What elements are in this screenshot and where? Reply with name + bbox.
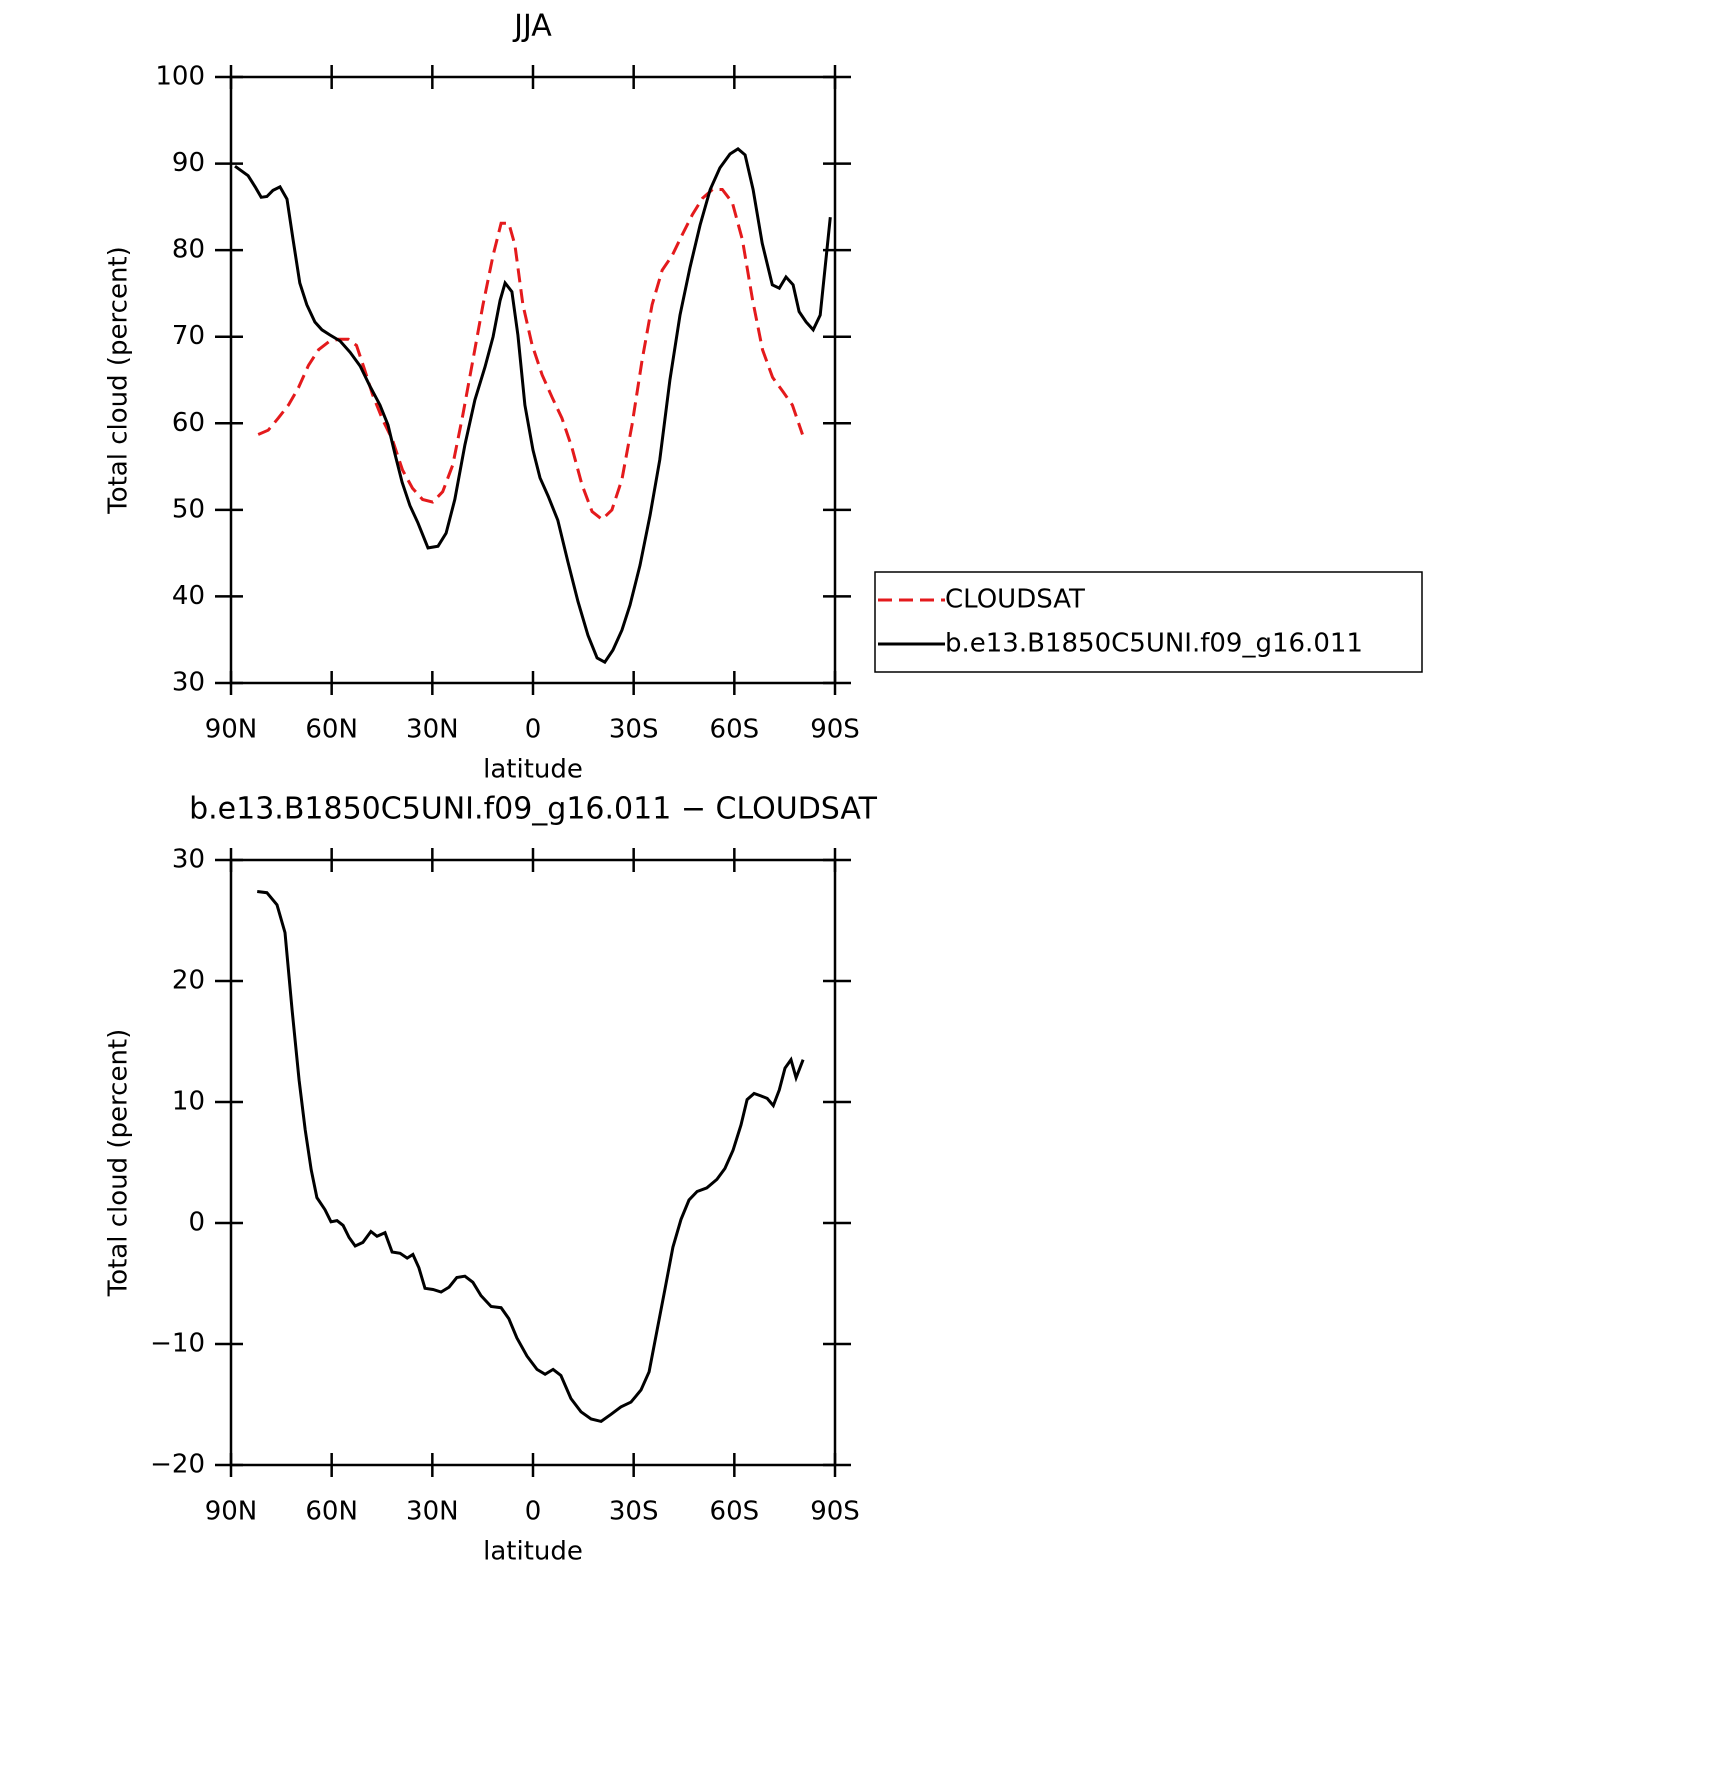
y-tick-label: −10: [150, 1329, 205, 1359]
y-tick-label: 30: [172, 668, 205, 698]
x-tick-label: 90S: [810, 715, 860, 745]
x-tick-label: 0: [525, 715, 542, 745]
x-tick-label: 60N: [305, 715, 358, 745]
x-tick-label: 90N: [205, 1497, 258, 1527]
x-tick-label: 30N: [406, 715, 459, 745]
plot-frame: [229, 858, 837, 1467]
y-tick-label: 30: [172, 845, 205, 875]
y-tick-label: 20: [172, 966, 205, 996]
y-tick-label: −20: [150, 1450, 205, 1480]
x-tick-label: 60S: [710, 715, 760, 745]
x-tick-label: 60S: [710, 1497, 760, 1527]
y-axis-label: Total cloud (percent): [104, 246, 134, 515]
plot-frame: [229, 75, 837, 685]
y-tick-label: 40: [172, 581, 205, 611]
x-axis-label: latitude: [483, 755, 583, 785]
x-tick-label: 30N: [406, 1497, 459, 1527]
y-tick-label: 60: [172, 408, 205, 438]
legend-label: CLOUDSAT: [945, 585, 1085, 615]
legend-label: b.e13.B1850C5UNI.f09_g16.011: [945, 629, 1363, 659]
chart-title: b.e13.B1850C5UNI.f09_g16.011 − CLOUDSAT: [189, 792, 878, 827]
x-tick-label: 30S: [609, 715, 659, 745]
x-tick-label: 60N: [305, 1497, 358, 1527]
x-tick-label: 90N: [205, 715, 258, 745]
y-tick-label: 50: [172, 494, 205, 524]
y-tick-label: 0: [188, 1208, 205, 1238]
x-tick-label: 30S: [609, 1497, 659, 1527]
series-line: [257, 890, 805, 1424]
series-line: [257, 188, 804, 522]
chart-title: JJA: [512, 9, 552, 44]
y-tick-label: 80: [172, 235, 205, 265]
x-axis-label: latitude: [483, 1537, 583, 1567]
y-tick-label: 70: [172, 321, 205, 351]
y-tick-label: 100: [155, 62, 205, 92]
x-tick-label: 90S: [810, 1497, 860, 1527]
y-tick-label: 90: [172, 148, 205, 178]
series-line: [234, 147, 832, 665]
legend-box: [874, 571, 1423, 673]
y-tick-label: 10: [172, 1087, 205, 1117]
x-tick-label: 0: [525, 1497, 542, 1527]
y-axis-label: Total cloud (percent): [104, 1029, 134, 1298]
